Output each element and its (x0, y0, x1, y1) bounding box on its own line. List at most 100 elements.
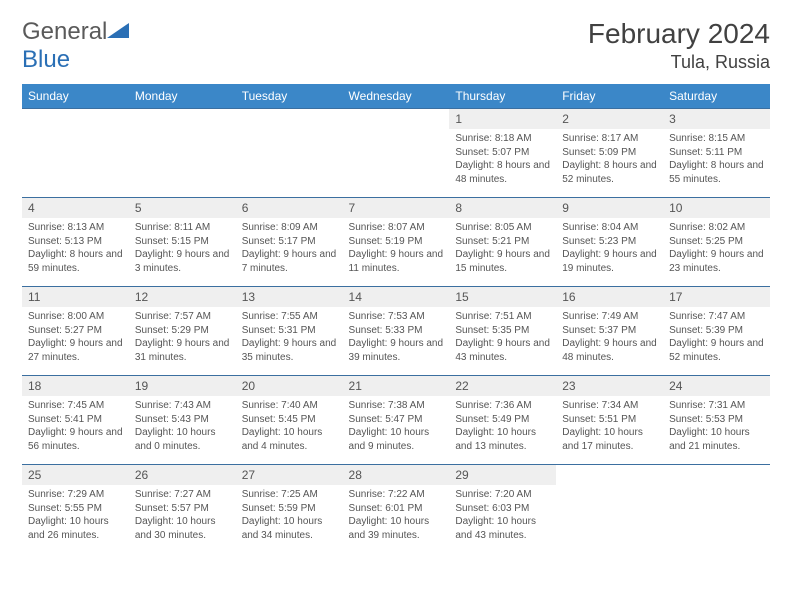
calendar-day-cell: 13Sunrise: 7:55 AMSunset: 5:31 PMDayligh… (236, 287, 343, 376)
day-info: Sunrise: 7:29 AMSunset: 5:55 PMDaylight:… (22, 485, 129, 548)
day-info: Sunrise: 7:53 AMSunset: 5:33 PMDaylight:… (343, 307, 450, 370)
logo-part2: Blue (22, 46, 70, 73)
day-info: Sunrise: 7:40 AMSunset: 5:45 PMDaylight:… (236, 396, 343, 459)
calendar-day-cell: 6Sunrise: 8:09 AMSunset: 5:17 PMDaylight… (236, 198, 343, 287)
calendar-week-row: 18Sunrise: 7:45 AMSunset: 5:41 PMDayligh… (22, 376, 770, 465)
day-number: 19 (129, 376, 236, 396)
day-info: Sunrise: 7:43 AMSunset: 5:43 PMDaylight:… (129, 396, 236, 459)
day-info: Sunrise: 7:51 AMSunset: 5:35 PMDaylight:… (449, 307, 556, 370)
calendar-day-cell: 12Sunrise: 7:57 AMSunset: 5:29 PMDayligh… (129, 287, 236, 376)
logo-part1: General (22, 18, 107, 45)
day-info: Sunrise: 7:27 AMSunset: 5:57 PMDaylight:… (129, 485, 236, 548)
calendar-day-cell (236, 109, 343, 198)
day-info: Sunrise: 7:49 AMSunset: 5:37 PMDaylight:… (556, 307, 663, 370)
header: General Blue February 2024 Tula, Russia (22, 18, 770, 74)
calendar-day-cell: 22Sunrise: 7:36 AMSunset: 5:49 PMDayligh… (449, 376, 556, 465)
calendar-table: SundayMondayTuesdayWednesdayThursdayFrid… (22, 84, 770, 553)
calendar-day-cell (22, 109, 129, 198)
calendar-day-cell: 19Sunrise: 7:43 AMSunset: 5:43 PMDayligh… (129, 376, 236, 465)
calendar-day-cell: 7Sunrise: 8:07 AMSunset: 5:19 PMDaylight… (343, 198, 450, 287)
calendar-day-cell: 27Sunrise: 7:25 AMSunset: 5:59 PMDayligh… (236, 465, 343, 554)
day-info: Sunrise: 7:45 AMSunset: 5:41 PMDaylight:… (22, 396, 129, 459)
day-number: 10 (663, 198, 770, 218)
calendar-day-cell (663, 465, 770, 554)
logo-text: General Blue (22, 18, 129, 74)
calendar-week-row: 25Sunrise: 7:29 AMSunset: 5:55 PMDayligh… (22, 465, 770, 554)
day-number: 7 (343, 198, 450, 218)
day-number: 15 (449, 287, 556, 307)
day-number: 16 (556, 287, 663, 307)
day-info: Sunrise: 8:07 AMSunset: 5:19 PMDaylight:… (343, 218, 450, 281)
calendar-day-cell: 3Sunrise: 8:15 AMSunset: 5:11 PMDaylight… (663, 109, 770, 198)
day-info: Sunrise: 8:11 AMSunset: 5:15 PMDaylight:… (129, 218, 236, 281)
day-info: Sunrise: 7:34 AMSunset: 5:51 PMDaylight:… (556, 396, 663, 459)
day-info: Sunrise: 7:25 AMSunset: 5:59 PMDaylight:… (236, 485, 343, 548)
day-info: Sunrise: 8:02 AMSunset: 5:25 PMDaylight:… (663, 218, 770, 281)
calendar-day-cell: 18Sunrise: 7:45 AMSunset: 5:41 PMDayligh… (22, 376, 129, 465)
calendar-day-cell: 14Sunrise: 7:53 AMSunset: 5:33 PMDayligh… (343, 287, 450, 376)
day-number: 2 (556, 109, 663, 129)
day-number: 22 (449, 376, 556, 396)
calendar-day-cell (556, 465, 663, 554)
calendar-day-cell (343, 109, 450, 198)
weekday-header: Thursday (449, 84, 556, 109)
day-info: Sunrise: 7:31 AMSunset: 5:53 PMDaylight:… (663, 396, 770, 459)
calendar-day-cell: 28Sunrise: 7:22 AMSunset: 6:01 PMDayligh… (343, 465, 450, 554)
day-number: 28 (343, 465, 450, 485)
day-number: 23 (556, 376, 663, 396)
logo: General Blue (22, 18, 129, 74)
day-info: Sunrise: 8:09 AMSunset: 5:17 PMDaylight:… (236, 218, 343, 281)
weekday-header-row: SundayMondayTuesdayWednesdayThursdayFrid… (22, 84, 770, 109)
day-number: 20 (236, 376, 343, 396)
calendar-day-cell: 25Sunrise: 7:29 AMSunset: 5:55 PMDayligh… (22, 465, 129, 554)
title-block: February 2024 Tula, Russia (588, 18, 770, 73)
day-number: 12 (129, 287, 236, 307)
calendar-day-cell: 2Sunrise: 8:17 AMSunset: 5:09 PMDaylight… (556, 109, 663, 198)
day-number: 21 (343, 376, 450, 396)
day-number: 9 (556, 198, 663, 218)
day-info: Sunrise: 8:17 AMSunset: 5:09 PMDaylight:… (556, 129, 663, 192)
day-info: Sunrise: 7:57 AMSunset: 5:29 PMDaylight:… (129, 307, 236, 370)
calendar-day-cell: 23Sunrise: 7:34 AMSunset: 5:51 PMDayligh… (556, 376, 663, 465)
location: Tula, Russia (588, 52, 770, 73)
day-info: Sunrise: 8:04 AMSunset: 5:23 PMDaylight:… (556, 218, 663, 281)
calendar-day-cell: 20Sunrise: 7:40 AMSunset: 5:45 PMDayligh… (236, 376, 343, 465)
day-info: Sunrise: 7:38 AMSunset: 5:47 PMDaylight:… (343, 396, 450, 459)
weekday-header: Wednesday (343, 84, 450, 109)
weekday-header: Friday (556, 84, 663, 109)
calendar-day-cell: 26Sunrise: 7:27 AMSunset: 5:57 PMDayligh… (129, 465, 236, 554)
day-number: 25 (22, 465, 129, 485)
day-number: 8 (449, 198, 556, 218)
month-title: February 2024 (588, 18, 770, 50)
day-number: 17 (663, 287, 770, 307)
calendar-day-cell: 9Sunrise: 8:04 AMSunset: 5:23 PMDaylight… (556, 198, 663, 287)
weekday-header: Saturday (663, 84, 770, 109)
calendar-day-cell: 5Sunrise: 8:11 AMSunset: 5:15 PMDaylight… (129, 198, 236, 287)
day-info: Sunrise: 8:00 AMSunset: 5:27 PMDaylight:… (22, 307, 129, 370)
day-number: 6 (236, 198, 343, 218)
calendar-day-cell: 8Sunrise: 8:05 AMSunset: 5:21 PMDaylight… (449, 198, 556, 287)
calendar-day-cell: 29Sunrise: 7:20 AMSunset: 6:03 PMDayligh… (449, 465, 556, 554)
day-info: Sunrise: 7:20 AMSunset: 6:03 PMDaylight:… (449, 485, 556, 548)
day-number: 13 (236, 287, 343, 307)
calendar-day-cell: 21Sunrise: 7:38 AMSunset: 5:47 PMDayligh… (343, 376, 450, 465)
day-number: 24 (663, 376, 770, 396)
weekday-header: Tuesday (236, 84, 343, 109)
day-number: 18 (22, 376, 129, 396)
day-number: 14 (343, 287, 450, 307)
calendar-week-row: 1Sunrise: 8:18 AMSunset: 5:07 PMDaylight… (22, 109, 770, 198)
day-info: Sunrise: 8:13 AMSunset: 5:13 PMDaylight:… (22, 218, 129, 281)
calendar-day-cell: 10Sunrise: 8:02 AMSunset: 5:25 PMDayligh… (663, 198, 770, 287)
day-info: Sunrise: 8:05 AMSunset: 5:21 PMDaylight:… (449, 218, 556, 281)
logo-triangle-icon (107, 18, 129, 46)
weekday-header: Monday (129, 84, 236, 109)
day-number: 1 (449, 109, 556, 129)
calendar-day-cell: 24Sunrise: 7:31 AMSunset: 5:53 PMDayligh… (663, 376, 770, 465)
calendar-day-cell: 16Sunrise: 7:49 AMSunset: 5:37 PMDayligh… (556, 287, 663, 376)
day-info: Sunrise: 8:18 AMSunset: 5:07 PMDaylight:… (449, 129, 556, 192)
calendar-week-row: 4Sunrise: 8:13 AMSunset: 5:13 PMDaylight… (22, 198, 770, 287)
day-number: 11 (22, 287, 129, 307)
calendar-day-cell: 17Sunrise: 7:47 AMSunset: 5:39 PMDayligh… (663, 287, 770, 376)
day-number: 29 (449, 465, 556, 485)
calendar-day-cell: 4Sunrise: 8:13 AMSunset: 5:13 PMDaylight… (22, 198, 129, 287)
